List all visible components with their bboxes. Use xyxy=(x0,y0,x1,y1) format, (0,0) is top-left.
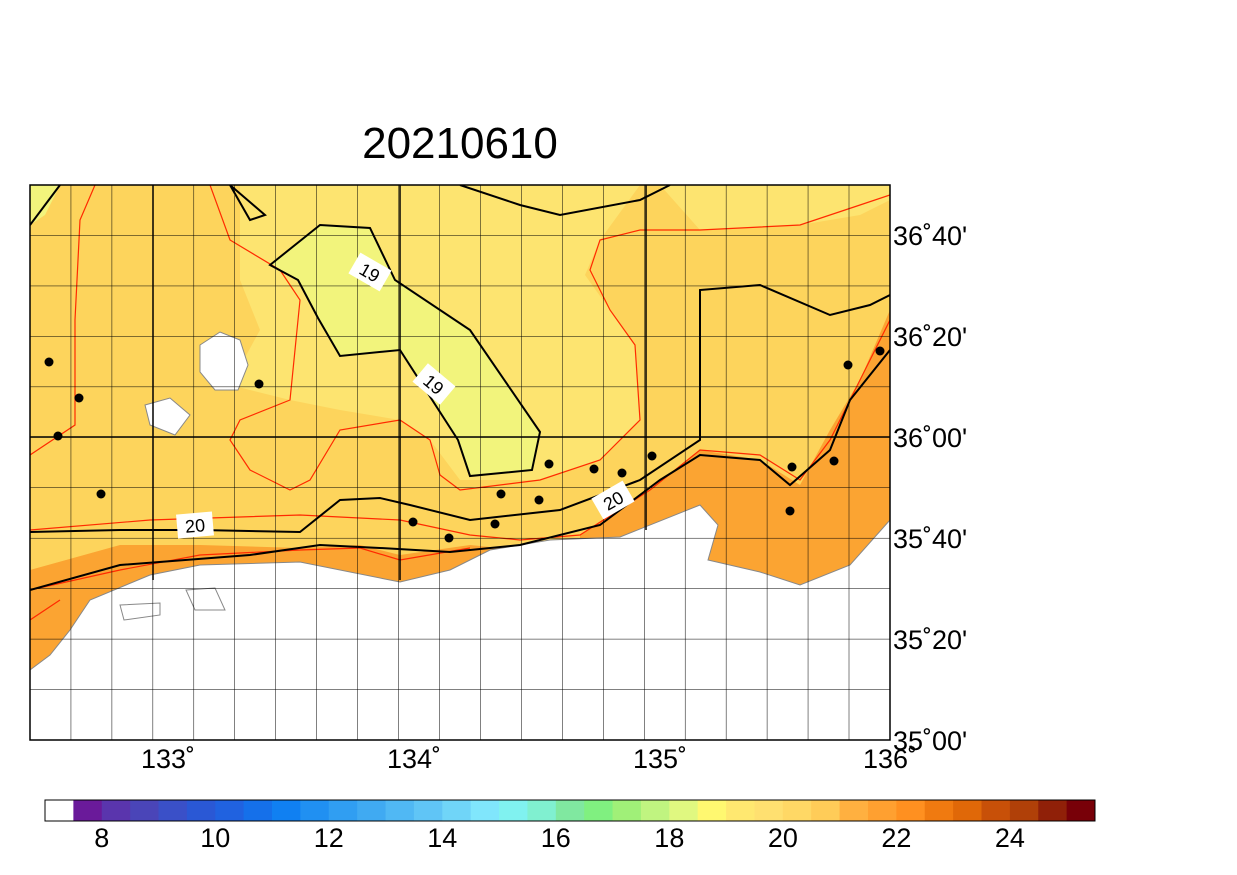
lon-labels: 133˚ 134˚ 135˚ 136˚ xyxy=(141,744,917,774)
map-frame xyxy=(29,184,891,741)
colorbar-box xyxy=(640,800,670,821)
stations xyxy=(44,346,885,543)
colorbar-box xyxy=(470,800,500,821)
colorbar-box xyxy=(1009,800,1039,821)
colorbar-box xyxy=(697,800,727,821)
colorbar-box xyxy=(300,800,330,821)
colorbar-frame xyxy=(44,799,1096,822)
colorbar-box xyxy=(413,800,443,821)
lat-label: 36˚20' xyxy=(893,322,967,352)
island xyxy=(199,331,249,391)
contour-label: 20 xyxy=(184,515,206,537)
colorbar-box xyxy=(839,800,869,821)
colorbar-box xyxy=(867,800,897,821)
colorbar-box xyxy=(981,800,1011,821)
colorbar-box xyxy=(612,800,642,821)
colorbar-box xyxy=(101,800,131,821)
colorbar: 8 10 12 14 16 18 20 22 24 xyxy=(44,799,1096,853)
contour-labels: 19 19 20 20 xyxy=(176,252,635,539)
colorbar-box xyxy=(442,800,472,821)
colorbar-label: 12 xyxy=(314,823,344,853)
colorbar-box xyxy=(215,800,245,821)
colorbar-label: 8 xyxy=(94,823,109,853)
colorbar-label: 20 xyxy=(768,823,798,853)
colorbar-box xyxy=(1038,800,1068,821)
colorbar-label: 16 xyxy=(541,823,571,853)
colorbar-box xyxy=(243,800,273,821)
island xyxy=(144,397,191,436)
colorbar-box xyxy=(272,800,301,821)
colorbar-box xyxy=(45,800,74,821)
colorbar-box xyxy=(811,800,841,821)
colorbar-label: 18 xyxy=(654,823,684,853)
lat-labels: 36˚40' 36˚20' 36˚00' 35˚40' 35˚20' 35˚00… xyxy=(893,221,967,756)
colorbar-label: 22 xyxy=(881,823,911,853)
colorbar-box xyxy=(953,800,982,821)
colorbar-label: 14 xyxy=(427,823,457,853)
colorbar-box xyxy=(527,800,557,821)
colorbar-box xyxy=(726,800,755,821)
colorbar-box xyxy=(357,800,387,821)
colorbar-box xyxy=(896,800,926,821)
cool-zone xyxy=(270,225,540,476)
black-contours xyxy=(30,185,890,591)
colorbar-box xyxy=(782,800,812,821)
lat-label: 36˚40' xyxy=(893,221,967,251)
lat-label: 36˚00' xyxy=(893,423,967,453)
colorbar-box xyxy=(555,800,585,821)
colorbar-box xyxy=(1066,800,1096,821)
colorbar-box xyxy=(669,800,699,821)
land xyxy=(30,504,890,740)
colorbar-box xyxy=(924,800,954,821)
colorbar-box xyxy=(158,800,188,821)
colorbar-box xyxy=(584,800,614,821)
island xyxy=(119,602,161,621)
colorbar-label: 24 xyxy=(995,823,1025,853)
colorbar-box xyxy=(328,800,358,821)
colorbar-label: 10 xyxy=(200,823,230,853)
warm-zone xyxy=(660,185,890,230)
lat-label: 35˚00' xyxy=(893,726,967,756)
lon-label: 135˚ xyxy=(633,744,687,774)
colorbar-box xyxy=(499,800,528,821)
lon-label: 134˚ xyxy=(387,744,441,774)
colorbar-box xyxy=(385,800,415,821)
colorbar-box xyxy=(130,800,160,821)
title: 20210610 xyxy=(362,119,558,168)
lat-label: 35˚20' xyxy=(893,625,967,655)
colorbar-box xyxy=(186,800,216,821)
main-graticule xyxy=(30,185,890,580)
colorbar-box xyxy=(754,800,784,821)
lat-label: 35˚40' xyxy=(893,524,967,554)
map: 19 19 20 20 133˚ 134˚ 135˚ 136˚ 36˚40' 3… xyxy=(29,184,967,774)
lon-label: 136˚ xyxy=(863,744,917,774)
colorbar-box xyxy=(73,800,103,821)
lon-label: 133˚ xyxy=(141,744,195,774)
